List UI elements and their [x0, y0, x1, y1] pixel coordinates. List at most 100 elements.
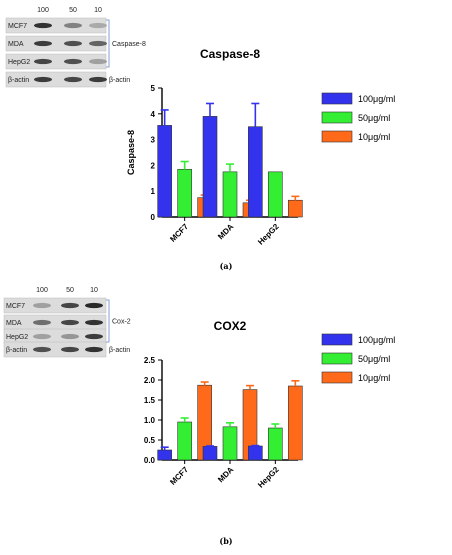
blot-band — [61, 333, 79, 340]
x-tick-label: HepG2 — [256, 222, 281, 247]
lane-concentration-label: 50 — [69, 7, 77, 14]
blot-bracket — [106, 299, 110, 343]
legend-entry: 10μg/ml — [358, 132, 390, 142]
bar — [248, 445, 263, 461]
bar — [177, 421, 192, 461]
blot-strip — [3, 341, 107, 358]
lane-concentration-label: 50 — [66, 287, 74, 294]
blot-band — [85, 302, 103, 309]
lane-concentration-label: 10 — [90, 287, 98, 294]
blot-row-label: MDA — [6, 320, 22, 327]
y-tick-label: 2.0 — [144, 376, 156, 385]
blot-band — [34, 40, 52, 47]
blot-row-label: MCF7 — [8, 23, 27, 30]
blot-band — [89, 76, 107, 83]
blot-band — [64, 22, 82, 29]
y-tick-label: 5 — [151, 84, 156, 93]
bar — [288, 385, 303, 461]
bar-chart: COX2 0.0 0.5 1.0 1.5 2.0 2.5 MCF7 MDA HepG2 100μg/… — [144, 319, 395, 490]
blot-control-side-label: β-actin — [109, 77, 130, 84]
blot-band — [89, 58, 107, 65]
blot-row-label: MDA — [8, 41, 24, 48]
bar — [222, 171, 238, 218]
bar — [288, 199, 303, 218]
y-tick-label: 4 — [151, 110, 156, 119]
x-tick-label: MDA — [216, 222, 235, 241]
blot-target-label: Cox-2 — [112, 319, 131, 326]
blot-band — [85, 319, 103, 326]
y-tick-label: 2 — [151, 161, 156, 170]
y-tick-label: 1.0 — [144, 416, 156, 425]
blot-band — [89, 40, 107, 47]
legend-entry: 100μg/ml — [358, 335, 395, 345]
blot-band — [85, 346, 103, 353]
blot-band — [34, 58, 52, 65]
legend-swatch — [321, 371, 353, 384]
legend-swatch — [321, 92, 353, 105]
legend-entry: 50μg/ml — [358, 113, 390, 123]
loading-control-label: β-actin — [8, 77, 29, 84]
blot-band — [34, 76, 52, 83]
x-tick-label: MCF7 — [168, 465, 190, 487]
blot-band — [61, 346, 79, 353]
y-tick-label: 1.5 — [144, 396, 156, 405]
legend-swatch — [321, 333, 353, 346]
bar — [202, 446, 218, 461]
y-tick-label: 1 — [151, 187, 156, 196]
bar — [157, 449, 172, 461]
blot-row-label: HepG2 — [6, 334, 28, 341]
panel-label-a: (a) — [220, 261, 233, 271]
legend-entry: 10μg/ml — [358, 373, 390, 383]
y-tick-label: 0.5 — [144, 436, 156, 445]
cox2-figure: 100 50 10 MCF7 MDA HepG2 β-actin Cox-2 β-actin CO… — [3, 287, 395, 546]
bar — [202, 116, 218, 218]
chart-title: Caspase-8 — [200, 47, 260, 61]
bar — [177, 168, 192, 218]
y-tick-label: 0 — [151, 213, 156, 222]
y-tick-label: 0.0 — [144, 456, 156, 465]
chart-title: COX2 — [214, 319, 247, 333]
bar — [268, 427, 283, 461]
western-blot: 100 50 10 MCF7 MDA HepG2 β-actin Cox-2 β-actin — [3, 287, 131, 358]
x-tick-label: MDA — [216, 465, 235, 484]
blot-band — [61, 319, 79, 326]
legend-entry: 50μg/ml — [358, 354, 390, 364]
y-axis-label: Caspase-8 — [126, 130, 136, 175]
loading-control-label: β-actin — [6, 347, 27, 354]
blot-band — [34, 22, 52, 29]
blot-strip — [3, 297, 107, 314]
bar — [222, 426, 238, 461]
bar — [157, 125, 172, 218]
lane-concentration-label: 100 — [37, 7, 49, 14]
lane-concentration-label: 100 — [36, 287, 48, 294]
blot-band — [85, 333, 103, 340]
blot-row-label: HepG2 — [8, 59, 30, 66]
blot-band — [64, 40, 82, 47]
western-blot: 100 50 10 MCF7 MDA HepG2 β-actin Caspase-8 β-act… — [5, 7, 146, 88]
blot-band — [64, 58, 82, 65]
blot-row-label: MCF7 — [6, 303, 25, 310]
y-tick-label: 2.5 — [144, 356, 156, 365]
legend-swatch — [321, 111, 353, 124]
blot-band — [33, 319, 51, 326]
blot-band — [61, 302, 79, 309]
blot-bracket — [106, 19, 110, 68]
panel-label-b: (b) — [219, 536, 232, 546]
lane-concentration-label: 10 — [94, 7, 102, 14]
bar — [248, 126, 263, 218]
blot-control-side-label: β-actin — [109, 347, 130, 354]
legend-entry: 100μg/ml — [358, 94, 395, 104]
blot-band — [33, 302, 51, 309]
legend-swatch — [321, 130, 353, 143]
panel-a: 100 50 10 MCF7 MDA HepG2 β-actin Caspase-8 β-act… — [0, 0, 452, 272]
bar — [268, 171, 283, 218]
blot-target-label: Caspase-8 — [112, 41, 146, 48]
y-tick-label: 3 — [151, 136, 156, 145]
blot-band — [33, 333, 51, 340]
x-tick-label: HepG2 — [256, 465, 281, 490]
blot-band — [89, 22, 107, 29]
blot-band — [33, 346, 51, 353]
bar-chart: Caspase-8 0 1 2 3 4 5 Caspase-8 MCF7 MDA HepG2 100μ… — [126, 47, 395, 247]
x-tick-label: MCF7 — [168, 222, 190, 244]
caspase-8-figure: 100 50 10MCF7MDAHepG2β-actinCaspase-8β-act… — [5, 7, 395, 271]
